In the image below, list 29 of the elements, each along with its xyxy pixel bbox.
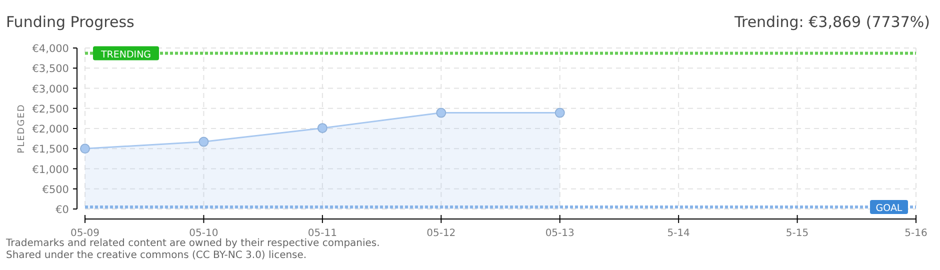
y-tick-label: €3,000 bbox=[32, 83, 69, 96]
x-tick-label: 5-14 bbox=[667, 228, 690, 239]
point bbox=[198, 136, 209, 147]
y-tick-label: €1,500 bbox=[32, 144, 69, 156]
chart-subtitle: Trending: €3,869 (7737%) bbox=[734, 13, 930, 31]
text: Trademarks and related content are owned by their respective companies. bbox=[5, 238, 380, 249]
x-tick-label: 5-16 bbox=[904, 228, 928, 239]
x-tick-label: 5-15 bbox=[786, 228, 809, 239]
chart-title: Funding Progress bbox=[6, 13, 135, 31]
x-tick-label: 05-11 bbox=[308, 228, 337, 239]
y-tick-label: €4,000 bbox=[32, 43, 69, 55]
y-tick-label: €2,500 bbox=[32, 103, 69, 116]
point bbox=[436, 108, 446, 118]
y-axis-title: PLEDGED bbox=[17, 104, 27, 154]
y-tick-label: €500 bbox=[42, 184, 69, 196]
x-tick-label: 05-13 bbox=[545, 228, 574, 239]
y-tick-label: €1,000 bbox=[32, 164, 69, 176]
x-tick-label: 05-09 bbox=[70, 228, 100, 239]
y-tick-label: €0 bbox=[56, 204, 69, 216]
point bbox=[317, 123, 328, 134]
y-tick-label: €2,000 bbox=[32, 124, 69, 136]
point bbox=[554, 108, 565, 118]
point bbox=[80, 144, 90, 154]
x-tick-label: 05-12 bbox=[426, 228, 456, 239]
ref-line-label: GOAL bbox=[876, 202, 903, 214]
x-tick-label: 05-10 bbox=[189, 228, 218, 239]
ref-line-label: TRENDING bbox=[100, 49, 152, 60]
y-tick-label: €3,500 bbox=[32, 63, 69, 76]
text: Shared under the creative commons (CC BY-NC 3.0) license. bbox=[6, 250, 307, 261]
